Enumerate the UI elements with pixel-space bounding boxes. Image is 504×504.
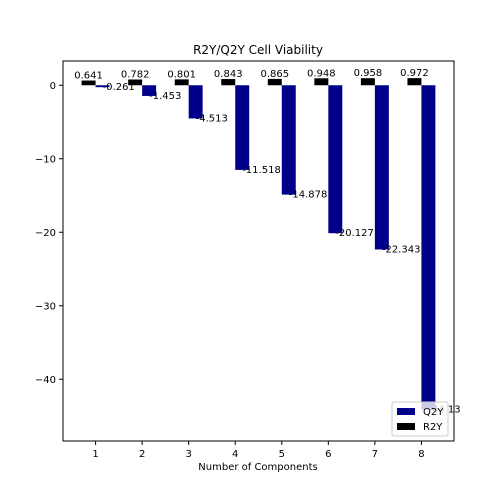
bar-q2y-7 [374, 85, 389, 250]
data-label-r2y-7: 0.958 [354, 68, 383, 79]
data-label-q2y-7: -22.343 [382, 244, 421, 255]
data-label-r2y-5: 0.865 [260, 69, 289, 80]
bar-q2y-1 [95, 85, 110, 88]
data-label-q2y-2: -1.453 [149, 91, 181, 102]
bar-q2y-6 [328, 85, 343, 234]
bars-layer [81, 78, 436, 410]
data-label-r2y-2: 0.782 [121, 70, 150, 81]
bar-r2y-1 [81, 80, 96, 86]
x-tick-label-8: 8 [418, 449, 424, 460]
y-tick-label: −40 [35, 375, 56, 386]
x-tick-label-5: 5 [279, 449, 285, 460]
data-label-r2y-8: 0.972 [400, 68, 429, 79]
data-label-r2y-4: 0.843 [214, 69, 243, 80]
chart-title: R2Y/Q2Y Cell Viability [193, 43, 323, 57]
legend-label-q2y: Q2Y [423, 407, 444, 418]
data-label-r2y-3: 0.801 [167, 69, 196, 80]
y-tick-label: −10 [35, 154, 56, 165]
bar-r2y-4 [221, 79, 236, 86]
x-tick-label-3: 3 [185, 449, 191, 460]
bar-q2y-8 [421, 85, 436, 410]
bar-q2y-2 [142, 85, 157, 96]
bar-r2y-6 [314, 78, 329, 86]
data-label-q2y-5: -14.878 [289, 190, 328, 201]
bar-r2y-8 [407, 78, 422, 86]
legend-swatch-r2y [397, 423, 415, 430]
data-label-q2y-6: -20.127 [335, 228, 374, 239]
y-axis-ticks: 0 −10 −20 −30 −40 [35, 81, 63, 386]
data-label-r2y-1: 0.641 [74, 71, 103, 82]
x-tick-label-7: 7 [372, 449, 378, 460]
y-tick-label: −20 [35, 228, 56, 239]
data-label-r2y-6: 0.948 [307, 68, 336, 79]
plot-frame [62, 60, 455, 442]
bar-r2y-5 [267, 78, 282, 86]
bar-r2y-2 [128, 79, 143, 86]
data-label-q2y-4: -11.518 [242, 165, 281, 176]
legend-swatch-q2y [397, 408, 415, 415]
bar-q2y-3 [188, 85, 203, 119]
x-axis-ticks: 1 2 3 4 5 6 7 8 [92, 441, 425, 460]
y-tick-label: −30 [35, 301, 56, 312]
x-tick-label-6: 6 [325, 449, 331, 460]
bar-q2y-5 [281, 85, 296, 195]
x-axis-label: Number of Components [198, 462, 317, 473]
y-tick-label: 0 [50, 81, 56, 92]
bar-q2y-4 [235, 85, 250, 170]
legend-label-r2y: R2Y [423, 422, 443, 433]
bar-r2y-7 [360, 78, 375, 86]
data-label-q2y-1: -0.261 [103, 82, 135, 93]
x-tick-label-2: 2 [139, 449, 145, 460]
x-tick-label-1: 1 [92, 449, 98, 460]
bar-r2y-3 [174, 79, 189, 86]
x-tick-label-4: 4 [232, 449, 238, 460]
data-label-q2y-3: -4.513 [196, 113, 228, 124]
